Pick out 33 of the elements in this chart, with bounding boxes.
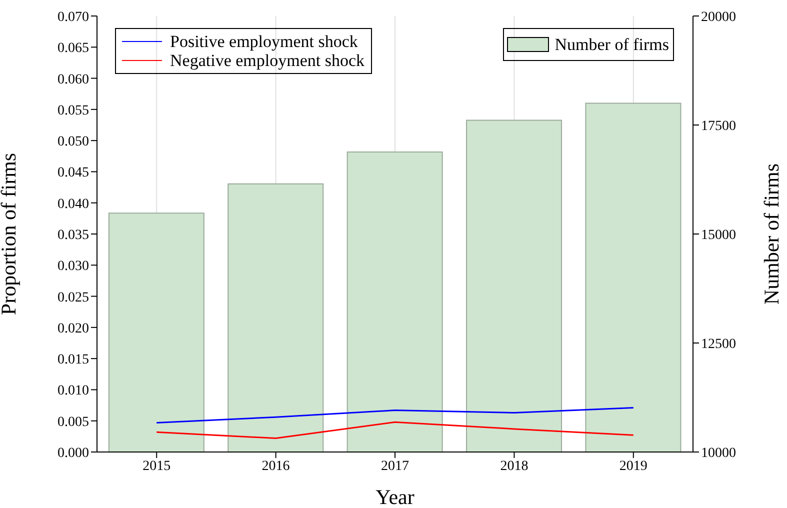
y-axis-title: Proportion of firms xyxy=(0,152,20,316)
y-tick-label: 0.070 xyxy=(58,10,89,25)
y2-tick-label: 12500 xyxy=(701,336,736,352)
x-tick-label: 2018 xyxy=(500,458,528,474)
y-tick-label: 0.030 xyxy=(58,259,89,274)
y-tick-label: 0.055 xyxy=(58,103,89,118)
y-tick-label: 0.020 xyxy=(58,321,89,336)
text: Number of firms xyxy=(554,35,669,54)
y-tick-label: 0.025 xyxy=(58,290,89,306)
x-tick-label: 2017 xyxy=(381,458,409,474)
y-tick-label: 0.050 xyxy=(58,134,89,150)
y2-tick-label: 15000 xyxy=(701,228,736,243)
y-tick-label: 0.010 xyxy=(58,384,89,399)
y-tick-label: 0.065 xyxy=(58,41,89,56)
line-series xyxy=(156,407,634,424)
x-tick-label: 2016 xyxy=(262,458,290,474)
y2-tick-label: 17500 xyxy=(701,118,736,134)
y-tick-label: 0.015 xyxy=(58,352,89,368)
x-axis-title: Year xyxy=(376,485,414,508)
legend-label: Positive employment shock xyxy=(169,32,359,51)
y-tick-label: 0.045 xyxy=(58,166,89,181)
y-tick-label: 0.000 xyxy=(58,446,89,461)
x-tick-label: 2015 xyxy=(142,458,171,474)
line-series xyxy=(156,421,634,440)
x-tick-label: 2019 xyxy=(619,458,648,474)
y2-tick-label: 20000 xyxy=(701,10,736,25)
y-tick-label: 0.040 xyxy=(58,196,89,212)
y-tick-label: 0.035 xyxy=(58,228,89,243)
y-tick-label: 0.005 xyxy=(58,414,89,430)
legend-label: Negative employment shock xyxy=(169,51,365,70)
y2-axis-title: Number of firms xyxy=(759,163,784,305)
y-tick-label: 0.060 xyxy=(58,72,89,88)
y2-tick-label: 10000 xyxy=(701,446,736,461)
